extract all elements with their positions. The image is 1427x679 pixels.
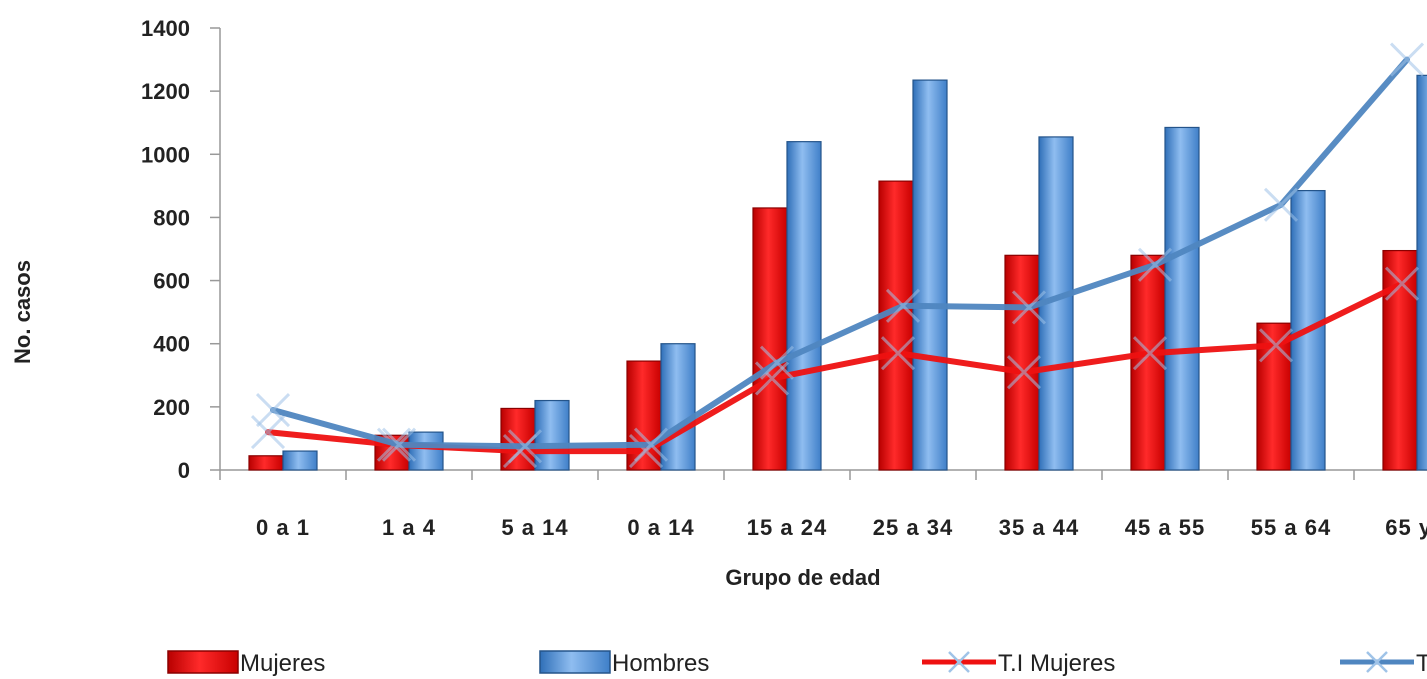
- line-marker: [1006, 355, 1042, 390]
- x-tick-label: 25 a 34: [873, 515, 953, 540]
- line-marker-stroke: [1258, 328, 1294, 363]
- line-marker-stroke: [759, 345, 795, 380]
- line-marker-stroke: [880, 336, 916, 371]
- bar-mujeres: [878, 180, 914, 471]
- line-t-i-mujeres: [265, 280, 1405, 455]
- legend-swatch: [539, 650, 611, 674]
- line-marker: [1011, 290, 1047, 325]
- bar-hombres: [1416, 74, 1427, 471]
- y-tick-label: 400: [153, 332, 190, 357]
- x-tick-label: 0 a 1: [256, 515, 310, 540]
- bar-mujeres: [248, 455, 284, 471]
- bar-hombres: [786, 141, 822, 471]
- x-tick-label: 15 a 24: [747, 515, 827, 540]
- line-marker: [1384, 266, 1420, 301]
- legend-label: T.I Mujeres: [998, 650, 1115, 677]
- line-marker: [1137, 247, 1173, 282]
- line-marker: [1258, 328, 1294, 363]
- y-tick-label: 200: [153, 395, 190, 420]
- x-tick-label: 5 a 14: [501, 515, 568, 540]
- line-marker: [633, 427, 669, 462]
- y-tick-label: 0: [178, 458, 190, 483]
- line-marker-stroke: [1389, 42, 1425, 77]
- line-marker: [507, 429, 543, 464]
- y-tick-label: 1200: [141, 79, 190, 104]
- bar-hombres: [660, 343, 696, 471]
- line-series-2: [270, 56, 1410, 450]
- line-marker: [381, 427, 417, 462]
- bar-hombres: [1164, 126, 1200, 471]
- x-tick-label: 45 a 55: [1125, 515, 1205, 540]
- line-marker: [759, 345, 795, 380]
- x-tick-label: 65 y r: [1385, 515, 1427, 540]
- legend-swatch: [167, 650, 239, 674]
- line-marker-stroke: [507, 429, 543, 464]
- x-tick-label: 1 a 4: [382, 515, 436, 540]
- bar-hombres: [408, 431, 444, 471]
- line-marker: [885, 288, 921, 323]
- line-marker: [880, 336, 916, 371]
- y-tick-label: 600: [153, 269, 190, 294]
- line-marker-stroke: [255, 392, 291, 428]
- line-marker-stroke: [1263, 187, 1299, 222]
- line-marker: [255, 392, 291, 428]
- line-marker-stroke: [250, 415, 286, 450]
- y-axis-label: No. casos: [10, 260, 35, 364]
- x-tick-label: 55 a 64: [1251, 515, 1331, 540]
- x-tick-label: 35 a 44: [999, 515, 1079, 540]
- line-marker-stroke: [1011, 290, 1047, 325]
- line-marker-stroke: [885, 288, 921, 323]
- line-marker-stroke: [1132, 336, 1168, 371]
- y-tick-label: 800: [153, 205, 190, 230]
- line-marker-stroke: [633, 427, 669, 462]
- bar-hombres: [534, 399, 570, 471]
- line-marker-stroke: [1384, 266, 1420, 301]
- line-marker: [1132, 336, 1168, 371]
- legend-marker: [1366, 651, 1388, 673]
- bar-hombres: [912, 79, 948, 471]
- plot-area: 0 200 400 600 800 1000 1200 1400 0 a 1 1 a 4 5 a 1…: [141, 16, 1427, 540]
- x-axis-label: Grupo de edad: [725, 565, 880, 590]
- legend-label: Mujeres: [240, 650, 325, 677]
- line-marker: [250, 415, 286, 450]
- legend-marker: [948, 651, 970, 673]
- legend-label: T: [1416, 650, 1427, 677]
- line-marker: [1389, 42, 1425, 77]
- legend-label: Hombres: [612, 650, 709, 677]
- line-marker: [1263, 187, 1299, 222]
- y-tick-label: 1000: [141, 142, 190, 167]
- y-tick-label: 1400: [141, 16, 190, 41]
- legend: Mujeres Hombres T.I Mujeres T: [167, 650, 1427, 677]
- x-tick-label: 0 a 14: [627, 515, 694, 540]
- line-marker-stroke: [1006, 355, 1042, 390]
- bar-mujeres: [752, 207, 788, 471]
- bar-hombres: [282, 450, 318, 471]
- line-marker-stroke: [1137, 247, 1173, 282]
- line-marker-stroke: [381, 427, 417, 462]
